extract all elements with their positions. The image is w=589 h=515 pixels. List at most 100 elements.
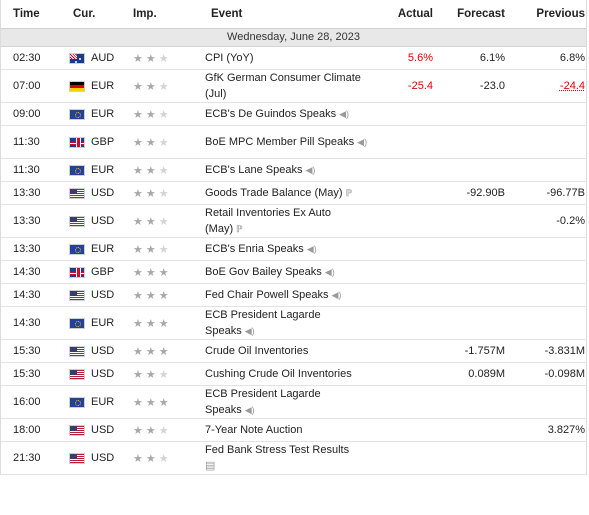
table-row[interactable]: 14:30 EUR ★★★ ECB President Lagarde Speaks ◀… xyxy=(1,307,586,340)
event-name-cell[interactable]: ECB President Lagarde Speaks ◀) xyxy=(205,307,371,339)
previous-value-text: -96.77B xyxy=(546,187,585,199)
event-name-cell[interactable]: Fed Chair Powell Speaks ◀) xyxy=(205,287,371,303)
event-name-cell[interactable]: GfK German Consumer Climate (Jul) xyxy=(205,70,371,102)
event-name[interactable]: ECB's Lane Speaks xyxy=(205,164,303,176)
table-row[interactable]: 02:30 AUD ★★★ CPI (YoY) 5.6% 6.1% 6.8% xyxy=(1,47,586,70)
eu-flag-icon xyxy=(69,396,85,408)
table-row[interactable]: 21:30 USD ★★★ Fed Bank Stress Test Results ▤ xyxy=(1,442,586,475)
star-icon: ★ xyxy=(145,289,159,302)
table-row[interactable]: 14:30 USD ★★★ Fed Chair Powell Speaks ◀) xyxy=(1,284,586,307)
star-icon: ★ xyxy=(158,187,172,200)
currency-code: USD xyxy=(91,424,115,436)
previous-value-text: -0.2% xyxy=(556,215,585,227)
event-name[interactable]: Cushing Crude Oil Inventories xyxy=(205,368,352,380)
event-name-cell[interactable]: CPI (YoY) xyxy=(205,50,371,66)
importance-stars: ★★★ xyxy=(123,136,205,149)
star-icon: ★ xyxy=(158,108,172,121)
previous-value-text: 3.827% xyxy=(547,424,585,436)
header-forecast[interactable]: Forecast xyxy=(457,8,505,20)
event-name-cell[interactable]: ECB's De Guindos Speaks ◀) xyxy=(205,106,371,122)
table-row[interactable]: 15:30 USD ★★★ Crude Oil Inventories -1.757M -… xyxy=(1,340,586,363)
star-icon: ★ xyxy=(158,215,172,228)
table-row[interactable]: 07:00 EUR ★★★ GfK German Consumer Climate (… xyxy=(1,70,586,103)
event-time: 13:30 xyxy=(13,243,41,255)
event-time: 14:30 xyxy=(13,289,41,301)
forecast-value: -92.90B xyxy=(466,187,505,199)
importance-stars: ★★★ xyxy=(123,215,205,228)
star-icon: ★ xyxy=(133,243,146,256)
header-currency[interactable]: Cur. xyxy=(73,8,96,20)
event-name[interactable]: BoE Gov Bailey Speaks xyxy=(205,266,322,278)
previous-value-text: -0.098M xyxy=(544,368,585,380)
table-row[interactable]: 18:00 USD ★★★ 7-Year Note Auction 3.827% xyxy=(1,419,586,442)
importance-stars: ★★★ xyxy=(123,108,205,121)
eu-flag-icon xyxy=(69,317,85,329)
speaker-icon: ◀) xyxy=(331,290,342,300)
table-row[interactable]: 13:30 EUR ★★★ ECB's Enria Speaks ◀) xyxy=(1,238,586,261)
event-name[interactable]: BoE MPC Member Pill Speaks xyxy=(205,136,355,148)
event-name-cell[interactable]: Goods Trade Balance (May) ℙ xyxy=(205,185,371,201)
forecast-value: -23.0 xyxy=(479,80,505,92)
header-time[interactable]: Time xyxy=(13,8,40,20)
event-name-cell[interactable]: Retail Inventories Ex Auto (May) ℙ xyxy=(205,205,371,237)
star-icon: ★ xyxy=(158,52,172,65)
event-name[interactable]: 7-Year Note Auction xyxy=(205,424,303,436)
importance-stars: ★★★ xyxy=(123,52,205,65)
event-time: 14:30 xyxy=(13,266,41,278)
event-name[interactable]: ECB's Enria Speaks xyxy=(205,243,304,255)
table-row[interactable]: 11:30 GBP ★★★ BoE MPC Member Pill Speaks ◀) xyxy=(1,126,586,159)
star-icon: ★ xyxy=(133,452,146,465)
event-name-cell[interactable]: Crude Oil Inventories xyxy=(205,343,371,359)
event-name[interactable]: GfK German Consumer Climate (Jul) xyxy=(205,72,361,100)
table-row[interactable]: 13:30 USD ★★★ Goods Trade Balance (May) ℙ -92… xyxy=(1,182,586,205)
header-actual[interactable]: Actual xyxy=(397,8,433,20)
previous-value: 3.827% xyxy=(505,424,585,436)
forecast-value: 0.089M xyxy=(468,368,505,380)
previous-value: -0.098M xyxy=(505,368,585,380)
header-importance[interactable]: Imp. xyxy=(133,8,157,20)
event-name[interactable]: CPI (YoY) xyxy=(205,52,254,64)
event-time: 16:00 xyxy=(13,396,41,408)
table-row[interactable]: 15:30 USD ★★★ Cushing Crude Oil Inventories… xyxy=(1,363,586,386)
event-name-cell[interactable]: ECB's Enria Speaks ◀) xyxy=(205,241,371,257)
importance-stars: ★★★ xyxy=(123,368,205,381)
currency-cell: AUD xyxy=(61,52,123,64)
table-row[interactable]: 13:30 USD ★★★ Retail Inventories Ex Auto (M… xyxy=(1,205,586,238)
event-name[interactable]: Goods Trade Balance (May) xyxy=(205,187,343,199)
event-name[interactable]: ECB's De Guindos Speaks xyxy=(205,108,337,120)
event-name-cell[interactable]: 7-Year Note Auction xyxy=(205,422,371,438)
event-name-cell[interactable]: BoE Gov Bailey Speaks ◀) xyxy=(205,264,371,280)
table-row[interactable]: 14:30 GBP ★★★ BoE Gov Bailey Speaks ◀) xyxy=(1,261,586,284)
event-name-cell[interactable]: ECB President Lagarde Speaks ◀) xyxy=(205,386,371,418)
star-icon: ★ xyxy=(158,80,172,93)
event-name-cell[interactable]: ECB's Lane Speaks ◀) xyxy=(205,162,371,178)
speaker-icon: ◀) xyxy=(244,405,255,415)
previous-value-text: -24.4 xyxy=(559,80,585,92)
event-name[interactable]: Fed Bank Stress Test Results xyxy=(205,444,350,456)
event-name-cell[interactable]: Fed Bank Stress Test Results ▤ xyxy=(205,442,371,474)
star-icon: ★ xyxy=(145,424,159,437)
table-row[interactable]: 09:00 EUR ★★★ ECB's De Guindos Speaks ◀) xyxy=(1,103,586,126)
event-name-cell[interactable]: BoE MPC Member Pill Speaks ◀) xyxy=(205,134,371,150)
table-row[interactable]: 11:30 EUR ★★★ ECB's Lane Speaks ◀) xyxy=(1,159,586,182)
event-name-cell[interactable]: Cushing Crude Oil Inventories xyxy=(205,366,371,382)
event-name[interactable]: Crude Oil Inventories xyxy=(205,345,309,357)
event-time: 13:30 xyxy=(13,187,41,199)
table-row[interactable]: 16:00 EUR ★★★ ECB President Lagarde Speaks ◀… xyxy=(1,386,586,419)
currency-cell: EUR xyxy=(61,243,123,255)
header-previous[interactable]: Previous xyxy=(536,8,585,20)
currency-code: USD xyxy=(91,368,115,380)
event-time: 02:30 xyxy=(13,52,41,64)
currency-code: EUR xyxy=(91,243,115,255)
eu-flag-icon xyxy=(69,243,85,255)
event-name[interactable]: Retail Inventories Ex Auto (May) xyxy=(205,207,331,235)
event-time: 11:30 xyxy=(13,164,40,176)
actual-value: 5.6% xyxy=(407,52,433,64)
event-name[interactable]: ECB President Lagarde Speaks xyxy=(205,388,321,416)
event-name[interactable]: Fed Chair Powell Speaks xyxy=(205,289,329,301)
previous-value: -3.831M xyxy=(505,345,585,357)
event-name[interactable]: ECB President Lagarde Speaks xyxy=(205,309,321,337)
currency-cell: EUR xyxy=(61,108,123,120)
currency-code: AUD xyxy=(91,52,115,64)
header-event[interactable]: Event xyxy=(211,8,243,20)
